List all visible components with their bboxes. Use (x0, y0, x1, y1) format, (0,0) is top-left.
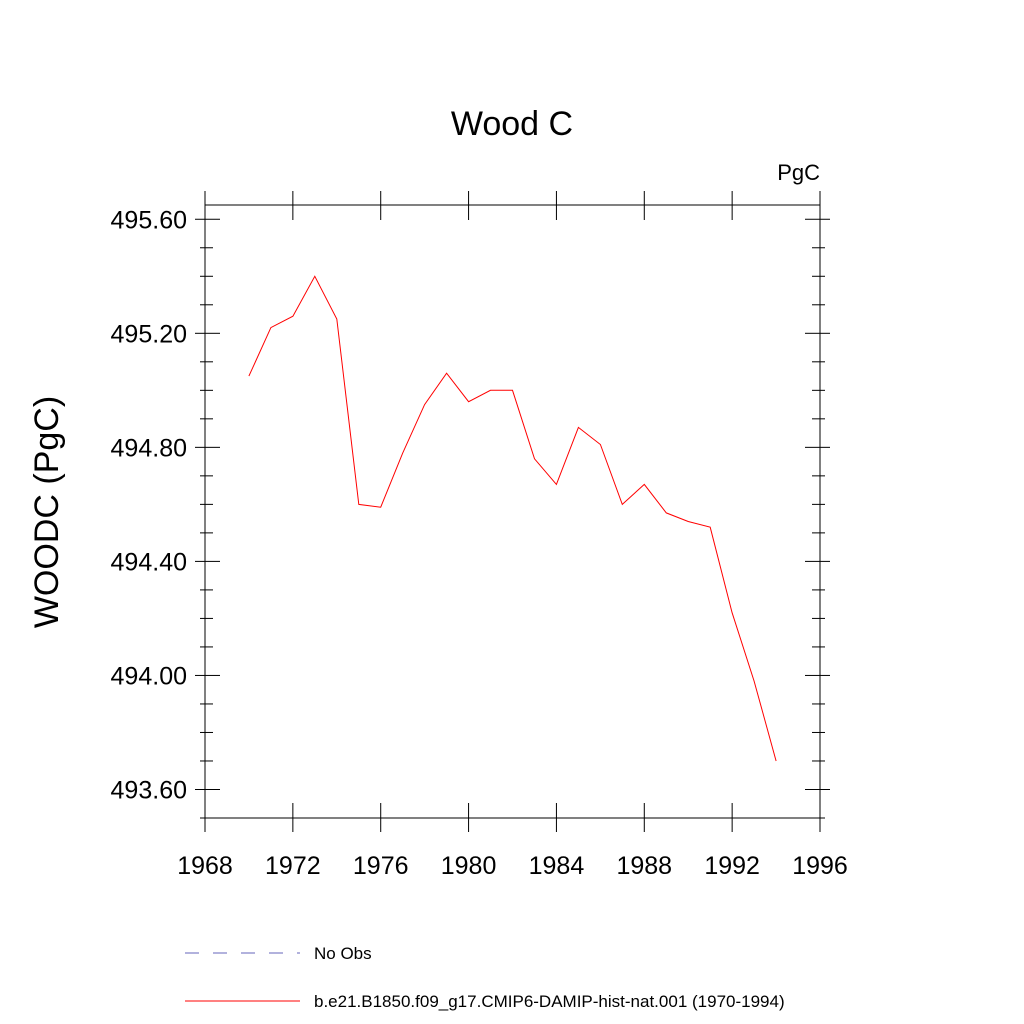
x-tick-label: 1968 (177, 852, 233, 880)
y-axis-ticks: 493.60 494.00 494.40 494.80 495.20 495.60 (111, 206, 830, 819)
x-tick-label: 1996 (792, 852, 848, 880)
series-layer (248, 275, 777, 762)
x-tick-label: 1980 (441, 852, 497, 880)
plot-frame (204, 204, 821, 819)
series-line-0 (248, 275, 777, 762)
y-tick-label: 494.80 (111, 434, 187, 462)
x-tick-label: 1988 (616, 852, 672, 880)
units-label: PgC (777, 160, 820, 185)
x-tick-label: 1992 (704, 852, 760, 880)
y-tick-label: 494.00 (111, 662, 187, 690)
legend-label-no-obs: No Obs (314, 944, 372, 963)
legend-label-model-run: b.e21.B1850.f09_g17.CMIP6-DAMIP-hist-nat… (314, 992, 785, 1011)
y-tick-label: 493.60 (111, 776, 187, 804)
chart-title: Wood C (451, 105, 573, 143)
y-tick-label: 494.40 (111, 548, 187, 576)
y-tick-label: 495.20 (111, 320, 187, 348)
x-tick-label: 1976 (353, 852, 409, 880)
legend: No Obs b.e21.B1850.f09_g17.CMIP6-DAMIP-h… (185, 944, 785, 1011)
x-tick-label: 1984 (529, 852, 585, 880)
y-tick-label: 495.60 (111, 206, 187, 234)
y-axis-label: WOODC (PgC) (28, 396, 66, 628)
x-axis-ticks: 1968 1972 1976 1980 1984 1988 1992 1996 (177, 191, 848, 880)
x-tick-label: 1972 (265, 852, 321, 880)
